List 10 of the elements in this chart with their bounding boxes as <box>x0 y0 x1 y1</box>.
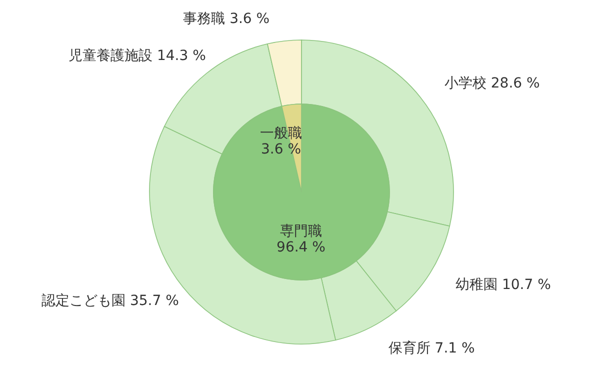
text: 3.6 % <box>261 142 302 158</box>
category-label: 認定こども園 35.7 % <box>42 292 179 309</box>
category-label: 保育所 7.1 % <box>388 340 475 357</box>
category-label: 小学校 28.6 % <box>444 76 540 92</box>
text: 96.4 % <box>276 240 326 256</box>
category-label: 事務職 3.6 % <box>183 11 270 28</box>
slice-label: 一般職 <box>260 126 302 142</box>
slice-label: 専門職 <box>280 224 322 240</box>
category-label: 幼稚園 10.7 % <box>456 276 551 293</box>
category-label: 児童養護施設 14.3 % <box>68 48 206 64</box>
